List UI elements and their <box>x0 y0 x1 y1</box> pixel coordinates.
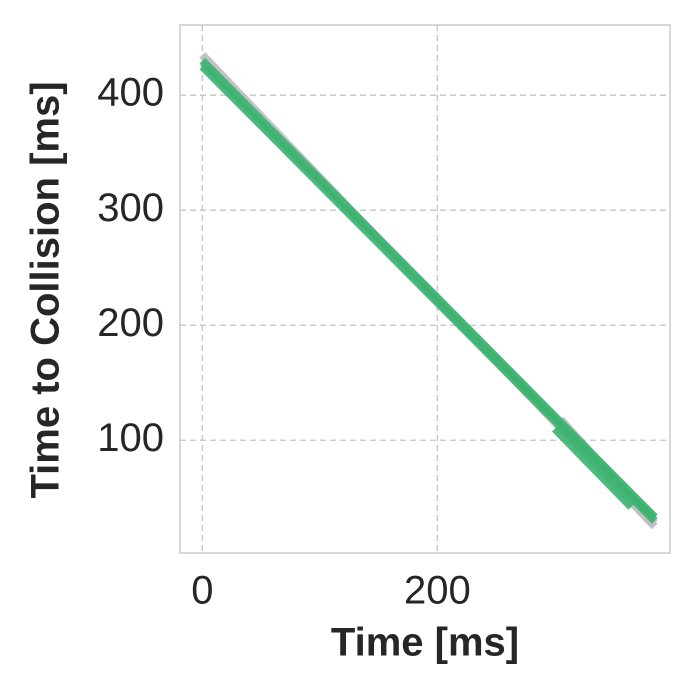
plot-frame <box>179 24 671 554</box>
series-line <box>551 425 635 510</box>
x-tick-label: 200 <box>404 569 471 613</box>
y-tick-label: 400 <box>97 71 164 115</box>
x-axis-label: Time [ms] <box>331 621 519 665</box>
y-tick-label: 300 <box>97 186 164 230</box>
x-tick-label: 0 <box>191 569 213 613</box>
y-axis-label: Time to Collision [ms] <box>24 81 68 498</box>
y-tick-label: 100 <box>97 416 164 460</box>
y-tick-label: 200 <box>97 301 164 345</box>
series-line <box>199 63 658 524</box>
